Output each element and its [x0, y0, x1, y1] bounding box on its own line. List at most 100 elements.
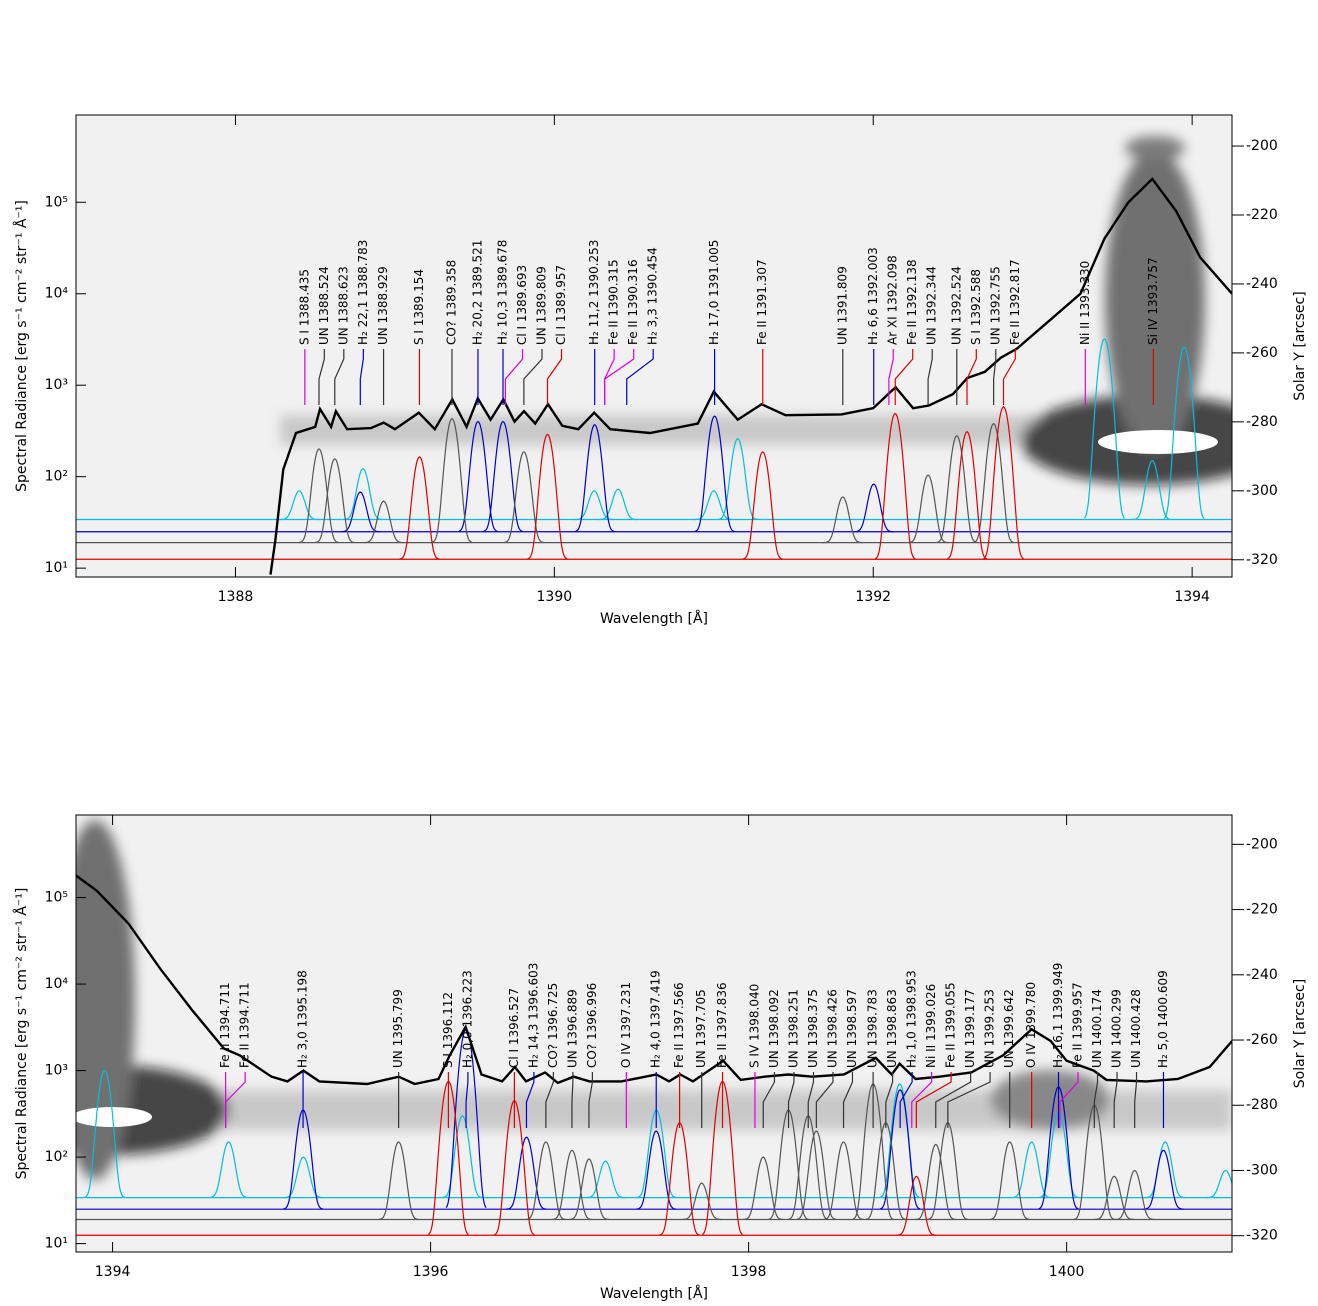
x-tick-label: 1398: [731, 1264, 767, 1280]
line-id-leader: [899, 1072, 913, 1128]
plot-frame: [75, 114, 1233, 578]
line-id-leader: [359, 349, 364, 405]
model-peak: [399, 456, 440, 560]
line-id-label: UN 1399.642: [1002, 989, 1016, 1068]
y2-axis-label: Solar Y [arcsec]: [1292, 979, 1308, 1088]
line-id-label: UN 1389.809: [535, 266, 549, 345]
line-id-leader: [334, 349, 345, 405]
line-id-label: Fe II 1392.138: [905, 259, 919, 345]
y-tick-label: 10¹: [45, 1236, 68, 1252]
x-tick-label: 1390: [537, 589, 573, 605]
line-id-label: UN 1392.755: [988, 266, 1002, 345]
model-peak: [717, 437, 758, 520]
line-id-label: H₂ 6,6 1392.003: [866, 247, 880, 345]
line-id-leader: [762, 1072, 776, 1128]
line-id-leader: [894, 349, 914, 405]
model-peak: [1094, 1175, 1135, 1221]
line-id-label: H₂ 5,0 1400.609: [1156, 970, 1170, 1068]
model-peak: [552, 1149, 592, 1220]
line-id-leader: [842, 1072, 854, 1128]
line-id-label: S I 1392.588: [969, 269, 983, 345]
y2-tick-label: -260: [1246, 345, 1278, 361]
line-id-leader: [504, 349, 524, 405]
line-id-leader: [626, 349, 654, 405]
line-id-label: Ni II 1399.026: [924, 984, 938, 1068]
model-peak: [973, 422, 1014, 543]
line-id-leader: [525, 1072, 535, 1128]
model-peak: [989, 1141, 1030, 1220]
line-id-label: CO? 1389.358: [444, 260, 458, 345]
line-id-label: Fe II 1397.836: [715, 982, 729, 1068]
y-tick-label: 10¹: [45, 560, 68, 576]
line-id-label: Fe II 1394.711: [238, 982, 252, 1068]
line-id-label: UN 1400.428: [1129, 989, 1143, 1068]
line-id-label: S I 1396.112: [441, 992, 455, 1068]
line-id-label: S IV 1398.040: [747, 984, 761, 1068]
line-id-label: Si IV 1393.757: [1146, 257, 1160, 345]
x-tick-label: 1394: [1174, 589, 1210, 605]
model-peak: [527, 433, 568, 560]
line-id-label: Fe II 1394.711: [218, 982, 232, 1068]
line-id-label: H₂ 3,0 1395.198: [296, 970, 310, 1068]
model-peak: [742, 451, 783, 560]
line-id-label: O IV 1397.231: [619, 982, 633, 1068]
line-id-label: Fe II 1390.315: [607, 259, 621, 345]
line-id-leader: [935, 1072, 972, 1128]
line-id-leader: [993, 349, 997, 405]
y-tick-label: 10⁵: [45, 890, 68, 906]
model-peak: [569, 1158, 609, 1220]
line-id-label: H₂ 0,0 1396.223: [460, 970, 474, 1068]
y2-tick-label: -300: [1246, 1162, 1278, 1178]
model-peak: [208, 1141, 249, 1199]
x-axis-label: Wavelength [Å]: [600, 610, 708, 627]
model-peak: [1163, 346, 1205, 519]
model-peak: [585, 1160, 626, 1199]
y2-tick-label: -200: [1246, 138, 1278, 154]
y2-tick-label: -240: [1246, 967, 1278, 983]
model-peak: [853, 483, 894, 533]
line-id-leader: [1093, 1072, 1099, 1128]
line-id-label: H₂ 10,3 1389.678: [496, 240, 510, 345]
plot-area: [76, 177, 1232, 575]
line-id-label: Cl I 1396.527: [507, 988, 521, 1068]
line-id-leader: [888, 349, 894, 405]
model-peak: [936, 435, 977, 544]
line-id-label: Fe II 1392.817: [1008, 259, 1022, 345]
model-peak: [84, 1069, 125, 1198]
y-tick-label: 10⁴: [45, 976, 69, 992]
x-tick-label: 1396: [413, 1264, 449, 1280]
line-id-label: Fe II 1397.566: [672, 982, 686, 1068]
y2-tick-label: -240: [1246, 276, 1278, 292]
model-peak: [1143, 1149, 1184, 1210]
line-id-label: Fe II 1390.316: [626, 259, 640, 345]
line-id-label: UN 1398.251: [786, 989, 800, 1068]
line-id-label: S I 1388.435: [297, 269, 311, 345]
line-id-label: Ni II 1393.330: [1078, 261, 1092, 345]
line-id-leader: [787, 1072, 795, 1128]
line-id-label: H₂ 22,1 1388.783: [356, 240, 370, 345]
model-peak: [342, 468, 384, 521]
line-id-leader: [1113, 1072, 1118, 1128]
y2-tick-label: -320: [1246, 1228, 1278, 1244]
y-tick-label: 10⁴: [45, 286, 69, 302]
line-id-label: H₂ 3,3 1390.454: [646, 247, 660, 345]
model-peak: [482, 420, 524, 533]
line-id-label: H₂ 4,0 1397.419: [649, 970, 663, 1068]
y2-tick-label: -280: [1246, 1097, 1278, 1113]
model-peak: [1114, 1169, 1155, 1221]
model-peak: [822, 496, 863, 544]
line-id-label: Ar XI 1392.098: [886, 255, 900, 345]
line-id-leader: [545, 1072, 554, 1128]
model-peak: [796, 1130, 837, 1220]
model-peak: [598, 488, 639, 521]
line-id-leader: [927, 349, 933, 405]
y2-tick-label: -220: [1246, 902, 1278, 918]
line-id-label: UN 1398.597: [845, 989, 859, 1068]
line-id-leader: [588, 1072, 593, 1128]
y2-tick-label: -320: [1246, 552, 1278, 568]
line-id-label: H₂ 11,2 1390.253: [587, 240, 601, 345]
line-id-label: UN 1392.344: [925, 266, 939, 345]
line-id-leader: [571, 1072, 574, 1128]
y-tick-label: 10⁵: [45, 194, 68, 210]
line-id-leader: [225, 1072, 246, 1128]
